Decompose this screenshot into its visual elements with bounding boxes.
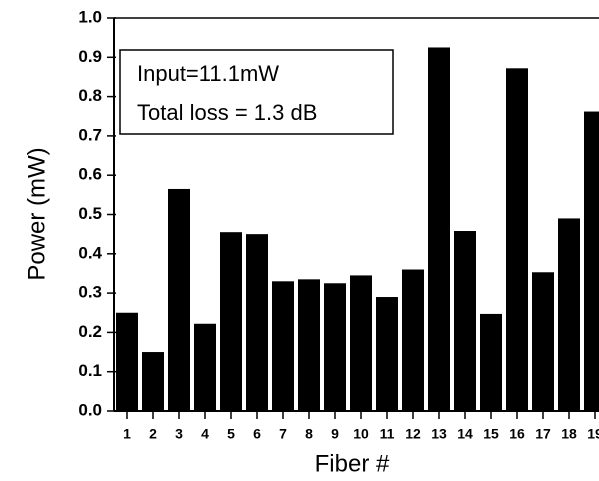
- x-tick-label: 5: [227, 426, 235, 442]
- annotation: Input=11.1mW: [137, 61, 279, 86]
- bar: [428, 47, 450, 411]
- x-tick-label: 10: [353, 426, 369, 442]
- x-tick-label: 9: [331, 426, 339, 442]
- x-tick-label: 1: [123, 426, 131, 442]
- bar: [480, 313, 502, 411]
- x-tick-label: 3: [175, 426, 183, 442]
- bar: [116, 312, 138, 411]
- y-axis-title: Power (mW): [23, 147, 50, 280]
- y-tick-label: 0.3: [78, 283, 102, 302]
- x-tick-label: 2: [149, 426, 157, 442]
- x-tick-label: 17: [535, 426, 551, 442]
- y-tick-label: 0.0: [78, 400, 102, 419]
- annotation: Total loss = 1.3 dB: [137, 100, 317, 125]
- bar: [532, 272, 554, 411]
- bar: [194, 323, 216, 411]
- bar: [324, 283, 346, 411]
- x-tick-label: 8: [305, 426, 313, 442]
- bar: [584, 111, 599, 411]
- y-tick-label: 0.9: [78, 47, 102, 66]
- x-axis-title: Fiber #: [315, 450, 390, 477]
- annotation-box: [119, 49, 394, 135]
- y-tick-label: 1.0: [78, 7, 102, 26]
- y-tick-label: 0.8: [78, 86, 102, 105]
- y-tick-label: 0.4: [78, 243, 102, 262]
- bar: [402, 269, 424, 411]
- bar: [376, 297, 398, 411]
- bar: [454, 231, 476, 411]
- x-tick-label: 13: [431, 426, 447, 442]
- bar: [298, 279, 320, 411]
- x-tick-label: 15: [483, 426, 499, 442]
- y-tick-label: 0.6: [78, 165, 102, 184]
- bar: [558, 218, 580, 411]
- x-tick-label: 4: [201, 426, 209, 442]
- x-tick-label: 6: [253, 426, 261, 442]
- bar: [168, 188, 190, 411]
- bar: [246, 234, 268, 411]
- x-tick-label: 18: [561, 426, 577, 442]
- x-tick-label: 16: [509, 426, 525, 442]
- y-tick-label: 0.1: [78, 361, 102, 380]
- bar: [350, 275, 372, 411]
- x-tick-label: 7: [279, 426, 287, 442]
- bar: [506, 68, 528, 411]
- y-tick-label: 0.2: [78, 322, 102, 341]
- bar: [272, 281, 294, 411]
- x-tick-label: 11: [380, 426, 395, 442]
- bar: [220, 232, 242, 411]
- bar: [142, 352, 164, 411]
- x-tick-label: 12: [405, 426, 421, 442]
- y-tick-label: 0.7: [78, 125, 102, 144]
- x-tick-label: 19: [587, 426, 599, 442]
- x-tick-label: 14: [457, 426, 473, 442]
- y-tick-label: 0.5: [78, 204, 102, 223]
